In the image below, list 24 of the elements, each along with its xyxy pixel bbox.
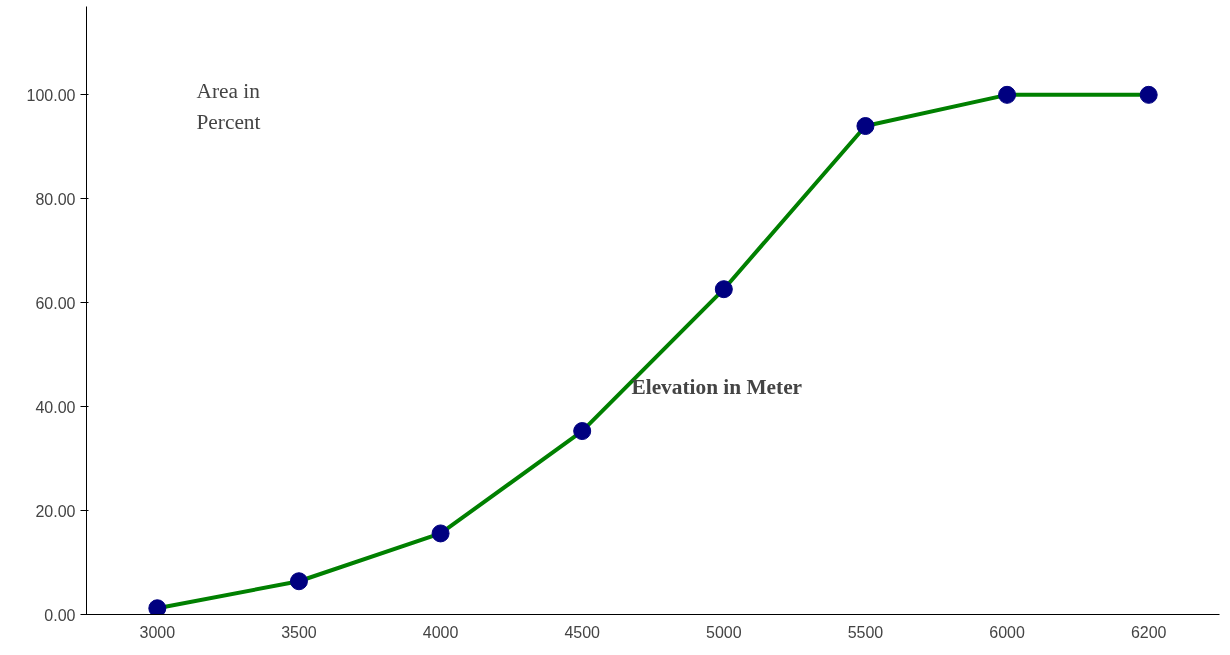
x-tick-label: 3500 <box>281 623 317 641</box>
point <box>431 524 450 543</box>
x-tick-label: 6200 <box>1130 623 1167 641</box>
x-tick-label: 4000 <box>422 623 459 641</box>
x-tick-label: 6000 <box>989 623 1025 641</box>
y-tick-label: 100.00 <box>26 86 76 104</box>
y-tick-label: 20.00 <box>35 502 76 520</box>
y-tick-label: 80.00 <box>35 190 76 208</box>
x-tick-label: 5500 <box>847 623 884 641</box>
point <box>998 85 1017 104</box>
x-axis-title: Elevation in Meter <box>631 374 803 399</box>
y-tick-label: 40.00 <box>35 398 76 416</box>
x-tick-label: 4500 <box>564 623 601 641</box>
x-tick-label: 5000 <box>706 623 742 641</box>
point <box>1139 85 1158 104</box>
y-tick-label: 60.00 <box>35 294 76 312</box>
y-tick-label: 0.00 <box>44 606 76 624</box>
point <box>856 117 875 135</box>
point <box>714 280 733 299</box>
point <box>289 572 308 591</box>
point <box>148 599 167 615</box>
point <box>573 422 592 441</box>
x-tick-label: 3000 <box>139 623 176 641</box>
y-axis-title: Area in Percent <box>196 79 261 135</box>
